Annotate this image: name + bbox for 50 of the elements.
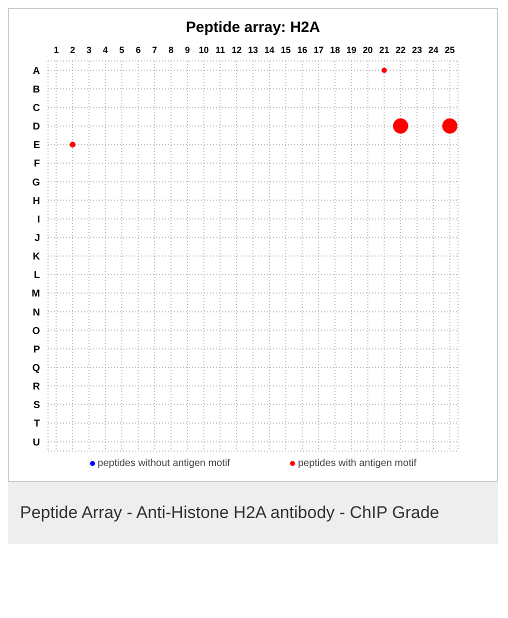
y-tick-label: T <box>34 418 40 430</box>
x-tick-label: 8 <box>168 45 174 55</box>
y-tick-label: E <box>33 140 40 152</box>
x-tick-label: 20 <box>362 45 373 55</box>
x-tick-label: 12 <box>232 45 242 55</box>
text: Peptide Array - Anti-Histone H2A antibody - ChIP Grade <box>20 502 440 524</box>
y-tick-label: P <box>33 344 40 356</box>
x-tick-label: 17 <box>314 45 324 55</box>
y-tick-label: L <box>34 270 40 282</box>
x-tick-label: 4 <box>102 45 108 55</box>
x-tick-label: 5 <box>119 45 124 55</box>
x-tick-label: 3 <box>86 45 92 55</box>
x-tick-label: 21 <box>379 45 390 55</box>
y-tick-label: G <box>32 177 40 188</box>
x-tick-label: 19 <box>346 45 356 55</box>
y-tick-label: Q <box>32 362 40 374</box>
x-tick-label: 23 <box>412 45 422 55</box>
chart-title: Peptide array: H2A <box>184 19 322 36</box>
y-tick-label: C <box>32 102 40 114</box>
legend-label: peptides with antigen motif <box>296 458 416 469</box>
x-tick-label: 25 <box>444 45 455 55</box>
x-tick-label: 11 <box>215 45 225 55</box>
x-tick-label: 14 <box>264 45 274 55</box>
x-tick-label: 18 <box>330 45 340 55</box>
x-tick-label: 1 <box>54 45 59 55</box>
x-tick-label: 16 <box>297 45 308 55</box>
x-tick-label: 13 <box>248 45 258 55</box>
legend-label: peptides without antigen motif <box>96 458 230 469</box>
y-tick-label: K <box>32 252 41 263</box>
y-tick-label: R <box>32 382 41 393</box>
y-tick-label: J <box>34 232 40 244</box>
y-tick-label: I <box>37 214 40 226</box>
x-tick-label: 24 <box>428 45 438 55</box>
y-tick-label: U <box>32 437 40 448</box>
y-tick-label: A <box>32 66 40 77</box>
x-tick-label: 10 <box>198 45 209 55</box>
y-tick-label: F <box>34 158 40 170</box>
x-tick-label: 15 <box>280 45 291 55</box>
y-tick-label: D <box>32 122 40 133</box>
x-tick-label: 22 <box>396 45 406 55</box>
y-tick-label: H <box>32 196 40 207</box>
y-tick-label: M <box>32 288 40 300</box>
x-tick-label: 6 <box>136 45 141 55</box>
x-tick-label: 7 <box>152 45 158 55</box>
y-tick-label: O <box>32 326 40 337</box>
y-tick-label: B <box>32 84 40 96</box>
x-tick-label: 2 <box>70 45 76 55</box>
y-tick-label: S <box>33 400 40 412</box>
x-tick-label: 9 <box>184 45 190 55</box>
y-tick-label: N <box>32 307 40 318</box>
